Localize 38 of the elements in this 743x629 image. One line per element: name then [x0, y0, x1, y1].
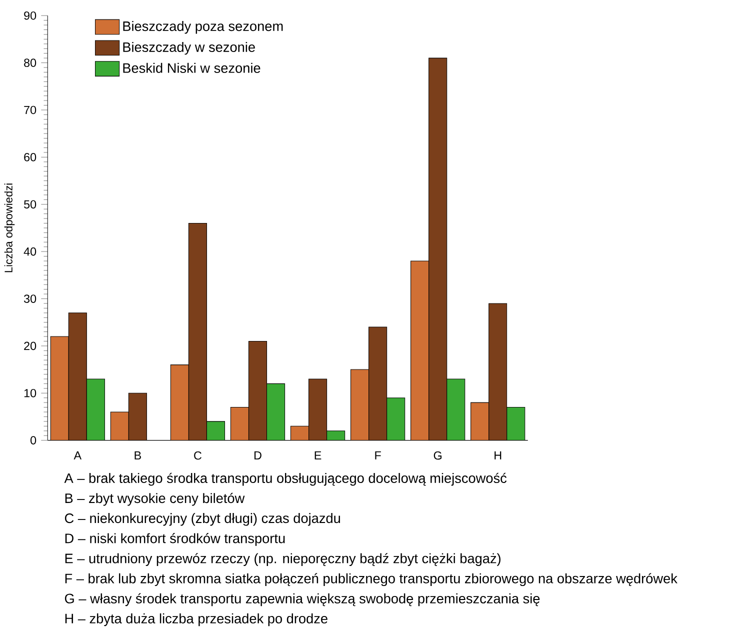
text: G – własny środek transportu zapewnia większą swobodę przemieszczania się — [64, 593, 540, 606]
y-tick-label: 90 — [24, 11, 36, 20]
y-tick-label: 50 — [24, 200, 36, 208]
x-tick-label: F — [375, 451, 381, 460]
text: H – zbyta duża liczba przesiadek po drodze — [65, 613, 328, 626]
y-tick-label: 80 — [24, 58, 36, 67]
y-tick-label: 60 — [24, 152, 36, 162]
y-tick-label: 40 — [24, 247, 36, 256]
x-tick-label: A — [74, 451, 82, 460]
y-tick-label: 20 — [24, 342, 36, 350]
text: C – niekonkurecyjny (zbyt długi) czas dojazdu — [64, 512, 340, 526]
legend-label: Bieszczady poza sezonem — [123, 20, 283, 34]
x-tick-label: E — [314, 451, 322, 460]
y-tick-label: 0 — [30, 436, 36, 444]
text: F – brak lub zbyt skromna siatka połączeń publicznego transportu zbiorowego na obszarze wędrówek — [65, 573, 678, 586]
text: D – niski komfort środków transportu — [65, 532, 285, 546]
bar — [350, 369, 369, 440]
legend-label: Beskid Niski w sezonie — [123, 62, 260, 73]
x-tick-label: B — [134, 451, 141, 460]
y-tick-label: 70 — [24, 106, 36, 114]
text: B – zbyt wysokie ceny biletów — [65, 492, 245, 506]
bar — [110, 412, 129, 440]
x-tick-label: H — [494, 451, 502, 460]
y-axis-title: Liczba odpowiedzi — [4, 183, 15, 272]
x-tick-label: C — [194, 451, 202, 460]
bar — [410, 260, 429, 440]
y-tick-label: 30 — [24, 294, 36, 303]
text: A – brak takiego środka transportu obsługującego docelową miejscowość — [64, 472, 507, 486]
x-tick-label: G — [434, 451, 442, 460]
bar — [230, 407, 249, 440]
bar — [290, 426, 309, 440]
legend-label: Bieszczady w sezonie — [123, 42, 255, 55]
text: E – utrudniony przewóz rzeczy (np. nieporęczny bądź zbyt ciężki bagaż) — [65, 552, 500, 566]
bar — [170, 364, 189, 440]
x-tick-label: D — [254, 451, 262, 460]
bar — [470, 402, 490, 440]
y-tick-label: 10 — [24, 388, 36, 398]
bar — [50, 336, 69, 440]
